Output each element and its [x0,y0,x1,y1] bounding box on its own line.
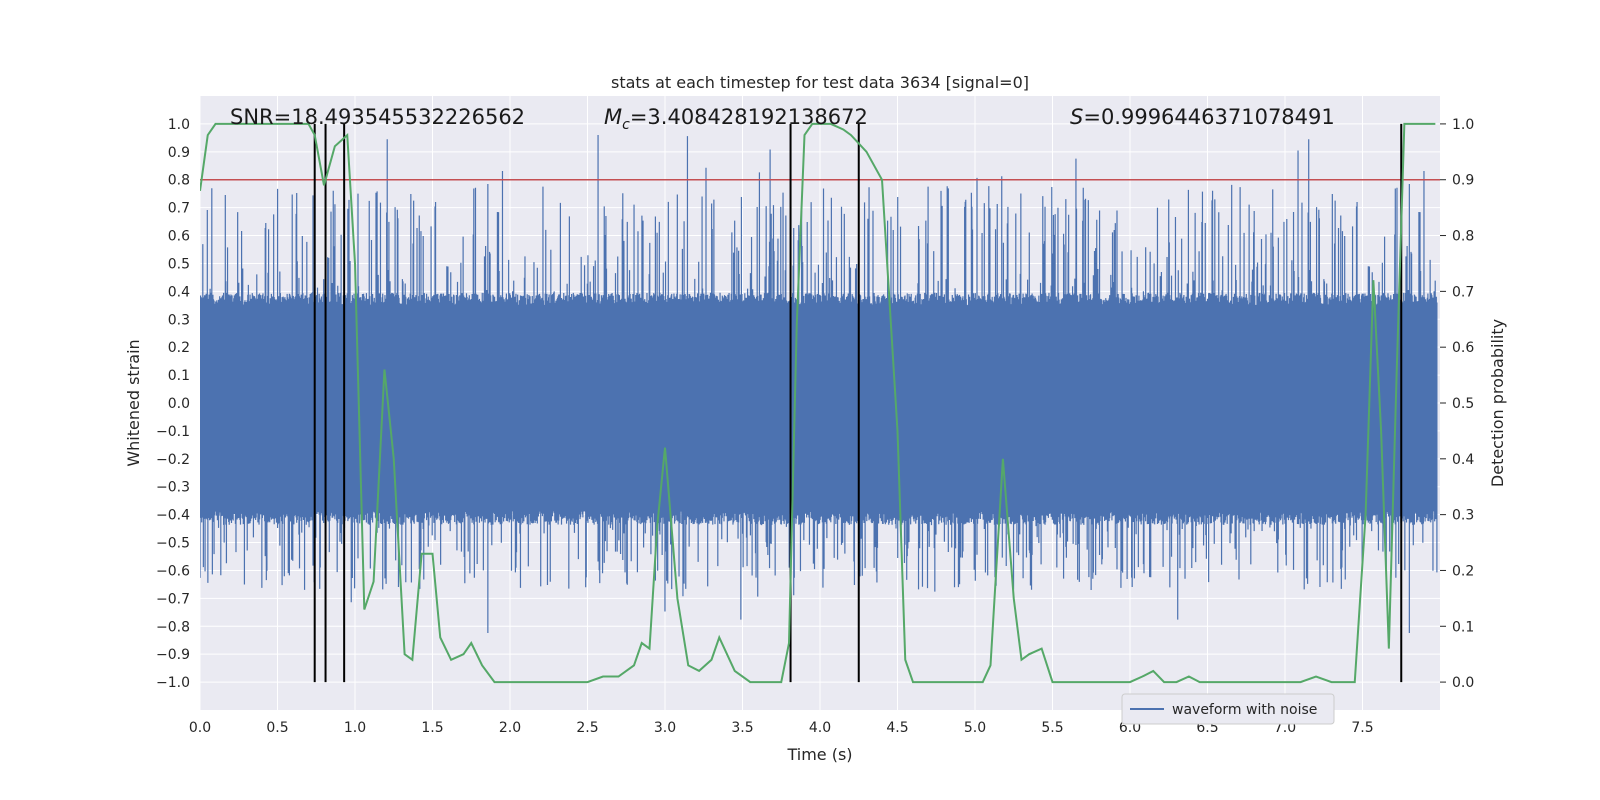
y-right-tick-label: 0.2 [1452,563,1474,579]
y-left-tick-label: 0.9 [168,145,190,161]
y-left-tick-label: 0.6 [168,229,190,245]
y-left-tick-label: 0.1 [168,368,190,384]
y-right-tick-label: 0.7 [1452,284,1474,300]
y-right-tick-label: 0.9 [1452,173,1474,189]
y-left-tick-label: 0.2 [168,340,190,356]
mc-subscript: c [622,117,630,133]
x-axis-label: Time (s) [786,745,852,764]
y-left-axis-ticks: 1.0 0.9 0.8 0.7 0.6 0.5 0.4 0.3 0.2 0.1 0.0 −0.1 −0.… [156,117,190,691]
y-left-tick-label: −1.0 [156,675,190,691]
x-tick-label: 7.5 [1351,720,1373,736]
y-left-tick-label: −0.2 [156,452,190,468]
x-tick-label: 5.0 [964,720,986,736]
y-left-tick-label: −0.4 [156,508,190,524]
y-left-axis-label: Whitened strain [124,339,143,466]
s-symbol: S [1070,105,1083,129]
s-value: =0.9996446371078491 [1083,105,1334,129]
y-left-tick-label: 0.5 [168,256,190,272]
x-tick-label: 4.5 [886,720,908,736]
x-tick-label: 2.0 [499,720,521,736]
x-tick-label: 5.5 [1041,720,1063,736]
waveform-path [200,135,1438,633]
y-left-tick-label: −0.8 [156,619,190,635]
y-left-tick-label: 0.4 [168,284,190,300]
chart-title: stats at each timestep for test data 363… [611,73,1029,92]
x-tick-label: 1.5 [421,720,443,736]
y-right-tick-label: 0.6 [1452,340,1474,356]
y-right-tick-label: 0.4 [1452,452,1474,468]
y-left-tick-label: 0.3 [168,312,190,328]
legend-label: waveform with noise [1172,702,1317,718]
waveform-series [200,135,1438,633]
y-right-tick-label: 0.5 [1452,396,1474,412]
y-right-tick-label: 0.3 [1452,508,1474,524]
y-left-tick-label: −0.9 [156,647,190,663]
x-tick-label: 2.5 [576,720,598,736]
y-right-axis-label: Detection probability [1488,319,1507,487]
x-tick-label: 1.0 [344,720,366,736]
mc-value: =3.408428192138672 [630,105,868,129]
y-left-tick-label: −0.1 [156,424,190,440]
y-right-tick-label: 0.0 [1452,675,1474,691]
y-left-tick-label: −0.5 [156,536,190,552]
legend-box [1121,693,1335,725]
x-tick-label: 3.0 [654,720,676,736]
x-tick-label: 0.5 [266,720,288,736]
probability-series [200,122,1436,684]
y-left-tick-label: 1.0 [168,117,190,133]
legend: waveform with noise [1121,693,1335,725]
mc-annotation: Mc=3.408428192138672 [604,105,868,133]
x-tick-label: 3.5 [731,720,753,736]
x-tick-label: 0.0 [189,720,211,736]
y-right-tick-label: 1.0 [1452,117,1474,133]
snr-annotation: SNR=18.493545532226562 [230,105,525,129]
y-left-tick-label: 0.0 [168,396,190,412]
x-tick-label: 4.0 [809,720,831,736]
s-annotation: S=0.9996446371078491 [1070,105,1335,129]
mc-symbol: M [604,105,622,129]
y-right-tick-label: 0.1 [1452,619,1474,635]
y-left-tick-label: 0.8 [168,173,190,189]
y-right-axis-ticks: 1.0 0.9 0.8 0.7 0.6 0.5 0.4 0.3 0.2 0.1 0.0 [1440,117,1474,691]
y-left-tick-label: −0.3 [156,480,190,496]
y-right-tick-label: 0.8 [1452,229,1474,245]
probability-line [200,122,1436,684]
y-left-tick-label: 0.7 [168,201,190,217]
y-left-tick-label: −0.6 [156,563,190,579]
y-left-tick-label: −0.7 [156,591,190,607]
